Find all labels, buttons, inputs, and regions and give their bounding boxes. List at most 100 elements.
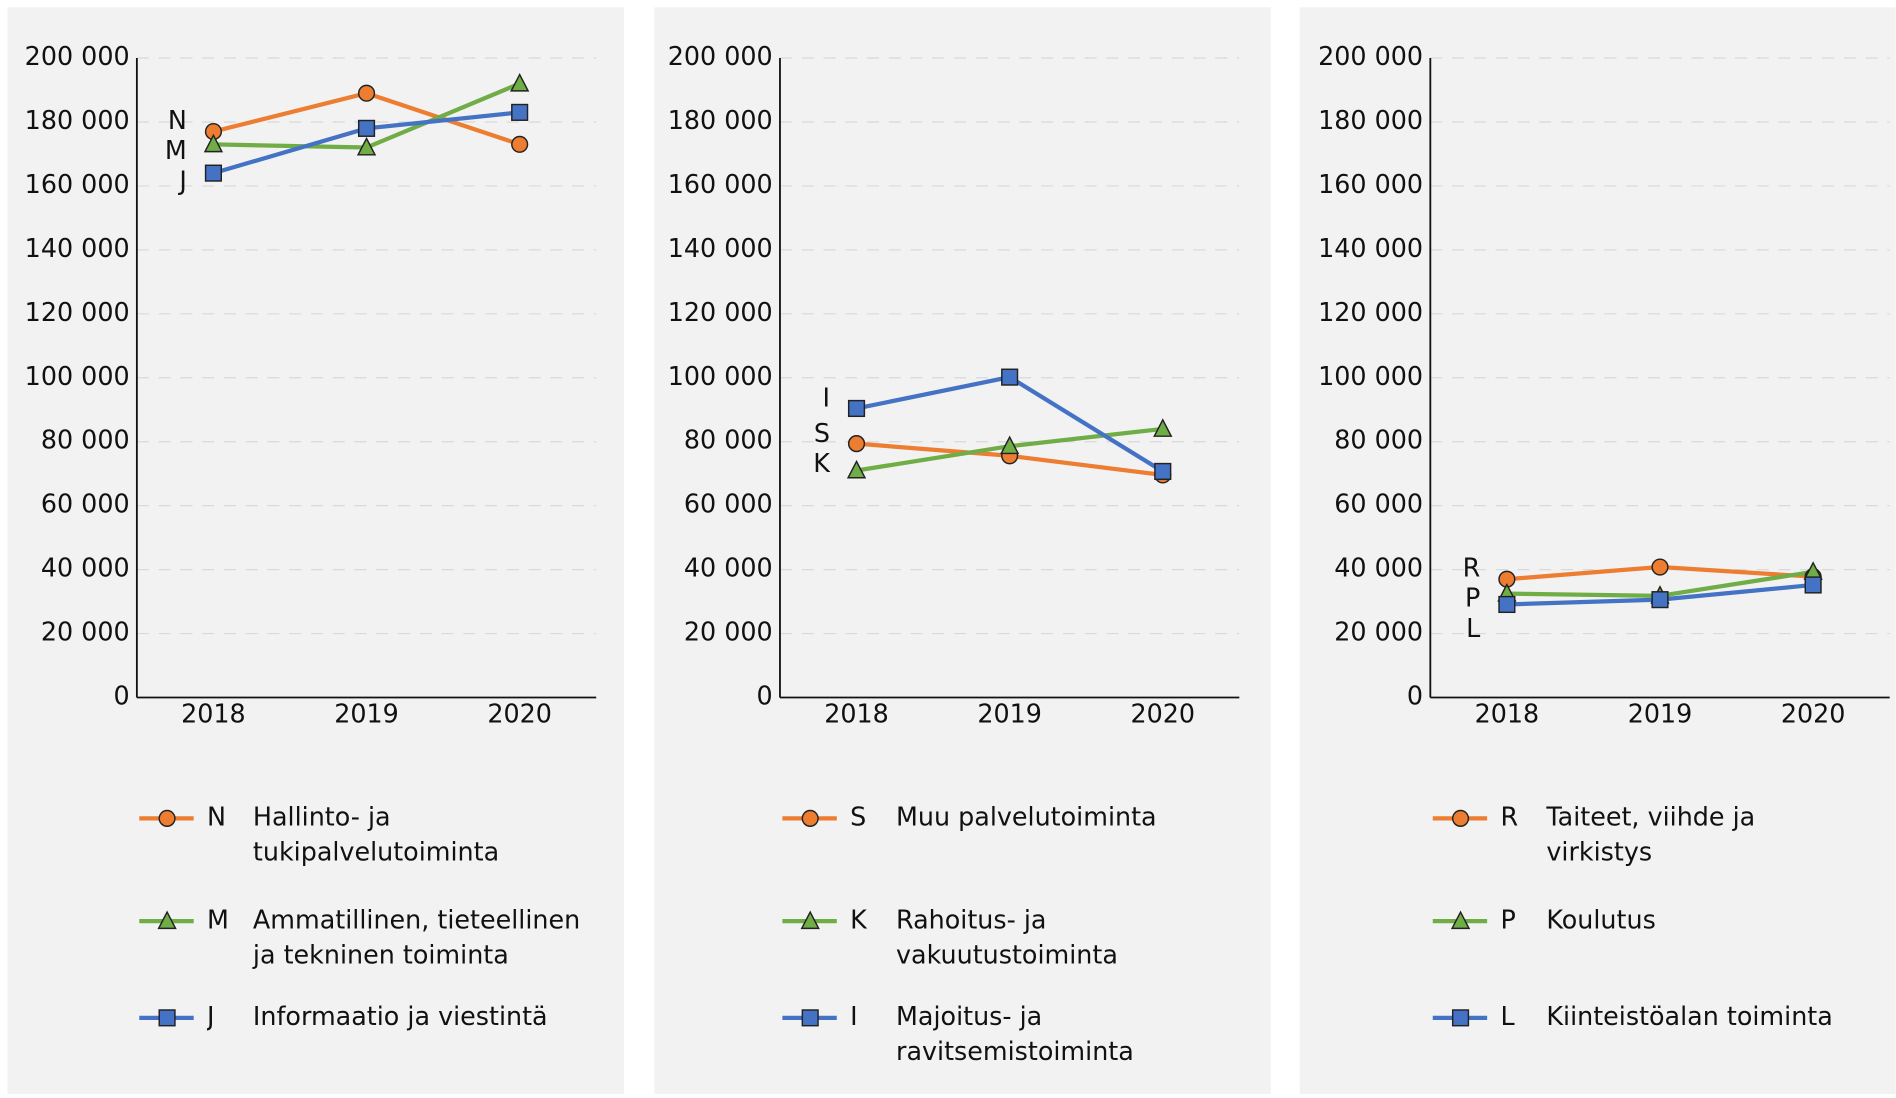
legend-code: J [206,1002,215,1032]
series-code-label: I [822,383,829,413]
marker [357,119,376,137]
y-tick-label: 20 000 [1334,617,1423,647]
marker [1498,595,1516,614]
legend-label: Koulutus [1546,905,1656,935]
legend-text: P Koulutus [1500,903,1896,938]
series-code-label: P [1465,583,1480,613]
marker [511,103,529,121]
y-tick-label: 40 000 [41,553,130,583]
marker [846,459,867,479]
marker [1153,418,1173,437]
y-tick-label: 40 000 [1334,553,1423,583]
series-code-label: N [168,105,187,135]
legend-text: R Taiteet, viihde ja virkistys [1500,800,1896,870]
legend-code: L [1500,1002,1515,1032]
marker [800,910,820,930]
legend-code: R [1500,802,1519,832]
legend-code: I [850,1002,858,1032]
marker [1804,576,1822,594]
legend-label: Hallinto- ja tukipalvelutoiminta [252,802,500,867]
x-tick-label: 2018 [181,699,246,729]
y-tick-label: 200 000 [25,41,130,71]
marker [1651,558,1669,576]
marker [1450,910,1471,930]
y-tick-label: 80 000 [1334,425,1423,455]
x-tick-label: 2020 [487,699,552,729]
series-code-label: S [814,418,830,448]
legend-label: Taiteet, viihde ja virkistys [1546,802,1756,867]
legend-entry: R Taiteet, viihde ja virkistys [1500,800,1896,870]
marker [801,1009,819,1027]
legend-code: M [206,905,229,935]
legend-text: N Hallinto- ja tukipalvelutoiminta [207,800,606,870]
legend-text: I Majoitus- ja ravitsemistoiminta [850,1000,1249,1070]
marker [158,809,176,827]
legend-code: S [850,802,867,832]
series-code-label: R [1463,553,1481,583]
y-tick-label: 80 000 [684,425,773,455]
legend-entry: S Muu palvelutoiminta [850,800,1249,835]
x-tick-label: 2019 [334,699,399,729]
legend-text: K Rahoitus- ja vakuutustoiminta [850,903,1249,973]
marker [1651,591,1669,609]
x-tick-label: 2018 [1475,699,1540,729]
legend-entry: K Rahoitus- ja vakuutustoiminta [850,903,1249,973]
marker [999,435,1020,455]
marker [801,809,819,827]
legend-entry: J Informaatio ja viestintä [207,1000,606,1035]
x-tick-label: 2018 [824,699,889,729]
marker [157,910,177,930]
legend-entry: N Hallinto- ja tukipalvelutoiminta [207,800,606,870]
x-tick-label: 2019 [977,699,1042,729]
legend-entry: L Kiinteistöalan toiminta [1500,1002,1832,1032]
marker [204,164,223,182]
legend-entry: M Ammatillinen, tieteellinen ja tekninen … [207,903,606,973]
y-tick-label: 20 000 [41,617,130,647]
panel [1299,7,1896,1094]
y-tick-label: 200 000 [1318,41,1423,71]
marker [511,135,529,153]
y-tick-label: 40 000 [684,553,773,583]
series-code-label: J [177,165,186,195]
y-tick-label: 0 [1407,681,1423,711]
legend-text: J Informaatio ja viestintä [207,1000,606,1035]
y-tick-label: 120 000 [668,297,773,327]
x-tick-label: 2020 [1130,699,1195,729]
y-tick-label: 100 000 [1318,361,1423,391]
panel [7,7,625,1094]
marker [1154,462,1172,481]
y-tick-label: 160 000 [25,169,130,199]
y-tick-label: 160 000 [668,169,773,199]
legend-text: S Muu palvelutoiminta [850,800,1249,835]
marker [357,84,376,102]
x-tick-label: 2019 [1628,699,1693,729]
y-tick-label: 120 000 [1318,297,1423,327]
legend-label: Majoitus- ja ravitsemistoiminta [896,1002,1134,1067]
y-tick-label: 100 000 [25,361,130,391]
y-tick-label: 180 000 [1318,105,1423,135]
y-tick-label: 180 000 [668,105,773,135]
legend-code: K [850,905,867,935]
y-tick-label: 80 000 [41,425,130,455]
legend-text: M Ammatillinen, tieteellinen ja tekninen … [207,903,606,973]
series-code-label: L [1466,613,1480,643]
legend-label: Muu palvelutoiminta [896,802,1157,832]
y-tick-label: 100 000 [668,361,773,391]
marker [1001,368,1019,386]
panel [654,7,1271,1094]
y-tick-label: 140 000 [1318,233,1423,263]
y-tick-label: 0 [113,681,129,711]
legend-entry: P Koulutus [1500,903,1896,938]
legend-label: Rahoitus- ja vakuutustoiminta [896,905,1118,970]
y-tick-label: 180 000 [25,105,130,135]
y-tick-label: 140 000 [668,233,773,263]
marker [158,1009,176,1027]
marker [203,133,224,153]
legend-label: Informaatio ja viestintä [252,1002,548,1032]
y-tick-label: 160 000 [1318,169,1423,199]
series-code-label: M [165,135,187,165]
legend-label: Ammatillinen, tieteellinen ja tekninen t… [252,905,581,970]
y-tick-label: 140 000 [25,233,130,263]
marker [510,72,530,92]
